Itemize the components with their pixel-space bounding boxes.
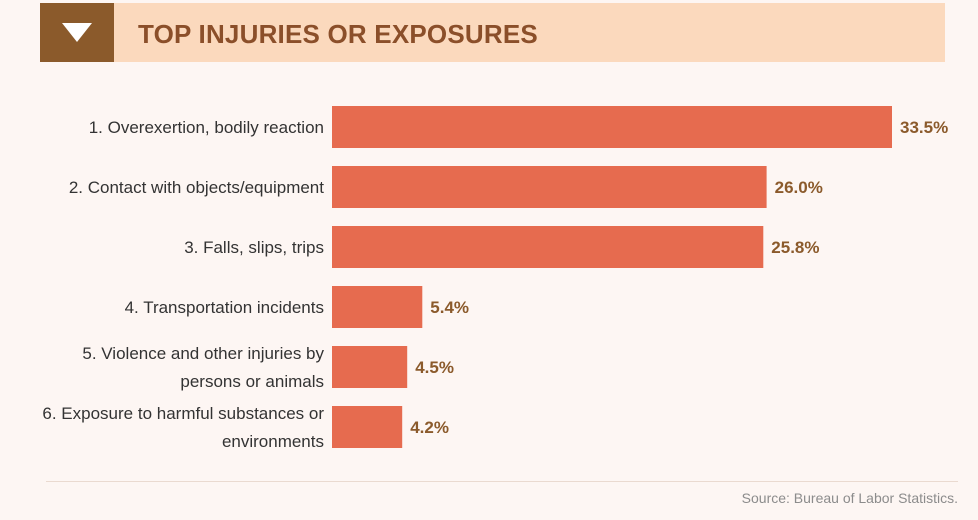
source-note: Source: Bureau of Labor Statistics.: [741, 490, 958, 506]
chart-title: TOP INJURIES OR EXPOSURES: [138, 19, 538, 49]
value-label-2: 26.0%: [775, 178, 823, 197]
bar-3: [332, 226, 764, 268]
bar-6: [332, 406, 403, 448]
category-label-1: 1. Overexertion, bodily reaction: [89, 118, 324, 137]
category-label-3: 3. Falls, slips, trips: [184, 238, 324, 257]
footer-divider: [46, 481, 958, 482]
chart-header: TOP INJURIES OR EXPOSURES: [40, 3, 945, 62]
category-label-6: 6. Exposure to harmful substances or envi…: [42, 404, 324, 451]
bar-2: [332, 166, 767, 208]
bar-5: [332, 346, 408, 388]
value-label-3: 25.8%: [771, 238, 819, 257]
value-label-6: 4.2%: [410, 418, 449, 437]
collapse-toggle[interactable]: [40, 3, 114, 62]
category-label-2: 2. Contact with objects/equipment: [69, 178, 324, 197]
bar-1: [332, 106, 892, 148]
triangle-down-icon: [62, 22, 92, 42]
value-label-5: 4.5%: [415, 358, 454, 377]
value-label-4: 5.4%: [430, 298, 469, 317]
category-label-4: 4. Transportation incidents: [125, 298, 324, 317]
category-label-5: 5. Violence and other injuries by persons…: [82, 344, 324, 391]
bar-4: [332, 286, 423, 328]
value-label-1: 33.5%: [900, 118, 948, 137]
